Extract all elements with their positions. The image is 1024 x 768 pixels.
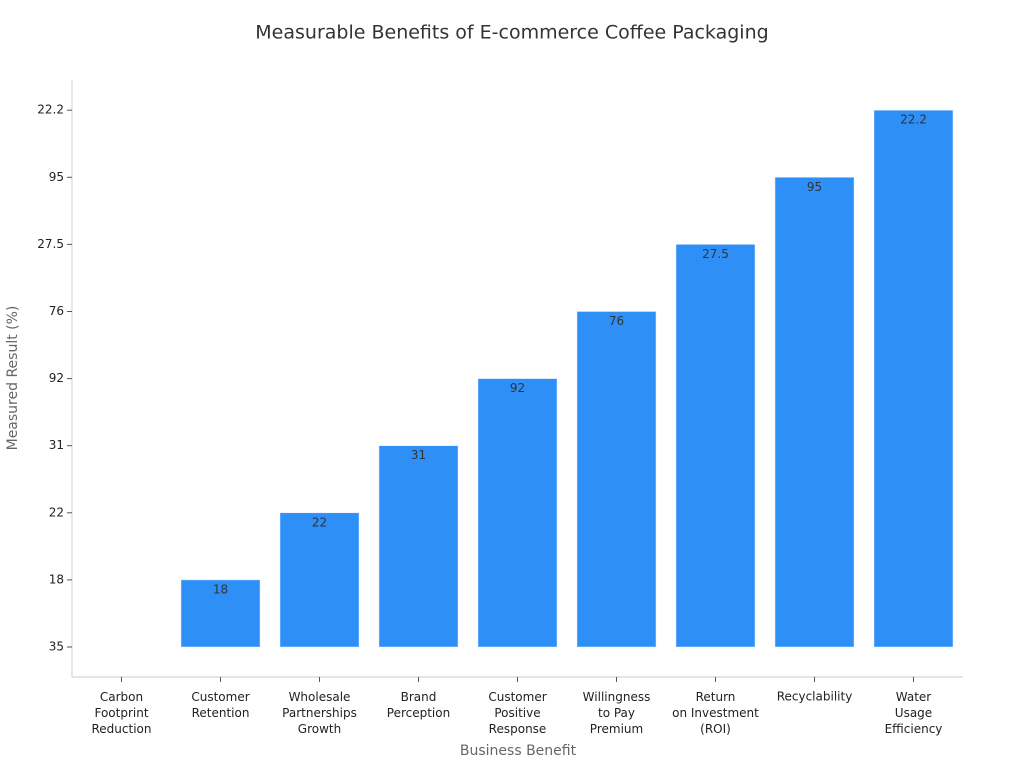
value-label: 95 bbox=[807, 180, 822, 194]
bar bbox=[576, 311, 657, 648]
y-tick-label: 31 bbox=[49, 438, 64, 452]
value-label: 76 bbox=[609, 314, 624, 328]
x-tick-label: Recyclability bbox=[777, 690, 853, 704]
x-axis-title: Business Benefit bbox=[460, 743, 577, 759]
y-tick-label: 22.2 bbox=[37, 103, 64, 117]
y-tick-label: 18 bbox=[49, 572, 64, 586]
y-axis-title: Measured Result (%) bbox=[5, 306, 21, 451]
bar bbox=[873, 109, 954, 648]
x-tick-label: Return on Investment (ROI) bbox=[672, 690, 759, 736]
y-tick-label: 76 bbox=[49, 304, 64, 318]
chart-title: Measurable Benefits of E-commerce Coffee… bbox=[255, 22, 768, 44]
y-tick-label: 35 bbox=[49, 640, 64, 654]
x-tick-label: Carbon Footprint Reduction bbox=[92, 690, 152, 736]
y-tick-label: 95 bbox=[49, 170, 64, 184]
bar bbox=[279, 512, 360, 648]
bar bbox=[477, 378, 558, 648]
value-label: 18 bbox=[213, 582, 228, 596]
value-label: 27.5 bbox=[702, 247, 729, 261]
x-tick-label: Brand Perception bbox=[387, 690, 450, 720]
bar bbox=[378, 445, 459, 648]
y-tick-label: 22 bbox=[49, 505, 64, 519]
x-tick-label: Wholesale Partnerships Growth bbox=[282, 690, 357, 736]
bar bbox=[180, 579, 261, 648]
x-tick-label: Willingness to Pay Premium bbox=[583, 690, 651, 736]
x-tick-label: Customer Retention bbox=[191, 690, 249, 720]
value-label: 22 bbox=[312, 515, 327, 529]
bar bbox=[774, 177, 855, 648]
y-tick-label: 92 bbox=[49, 371, 64, 385]
y-tick-label: 27.5 bbox=[37, 237, 64, 251]
x-tick-label: Water Usage Efficiency bbox=[885, 690, 943, 736]
value-label: 22.2 bbox=[900, 113, 927, 127]
x-tick-label: Customer Positive Response bbox=[488, 690, 546, 736]
value-label: 92 bbox=[510, 381, 525, 395]
value-label: 31 bbox=[411, 448, 426, 462]
bar bbox=[675, 244, 756, 648]
